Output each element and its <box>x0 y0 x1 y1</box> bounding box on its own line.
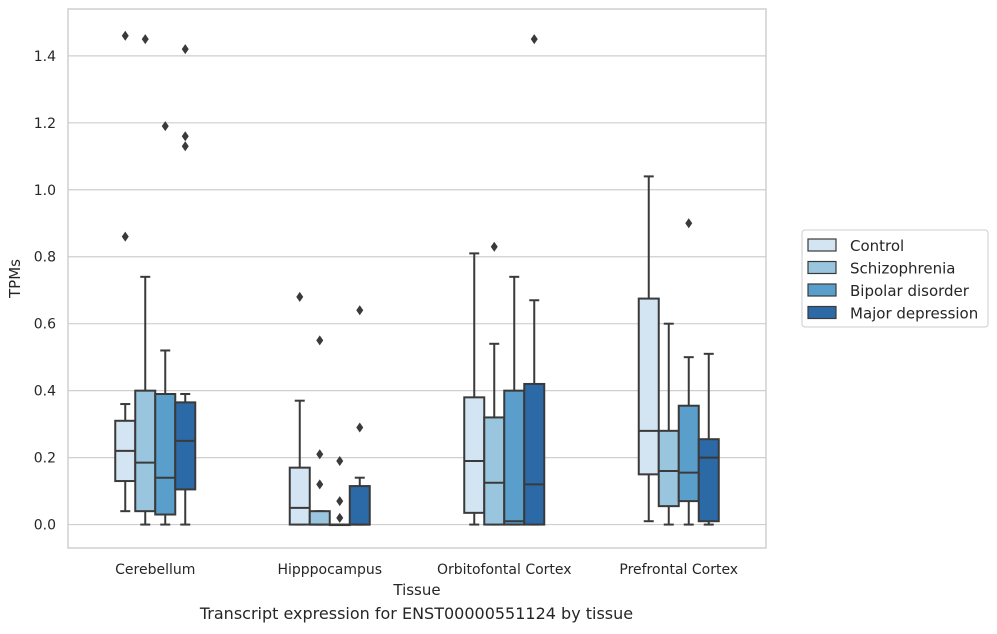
box-body <box>503 389 526 526</box>
box-0-1 <box>288 291 311 526</box>
legend-label: Control <box>850 237 904 255</box>
box-2-3 <box>677 218 700 526</box>
x-tick-label: Hipppocampus <box>277 562 382 578</box>
legend-swatch <box>807 260 837 275</box>
outlier-point <box>685 218 693 229</box>
box-body <box>677 404 700 503</box>
box-1-2 <box>483 241 506 526</box>
box-1-0 <box>134 34 157 526</box>
legend-box <box>801 229 989 328</box>
y-tick-label: 0.2 <box>34 451 56 467</box>
outlier-point <box>181 131 189 142</box>
box-body <box>174 401 197 491</box>
legend-swatch <box>807 283 837 297</box>
legend-swatch <box>807 305 837 320</box>
outlier-point <box>181 44 189 55</box>
legend-label: Schizophrenia <box>850 260 955 278</box>
outlier-point <box>356 422 364 433</box>
outlier-point <box>296 291 304 302</box>
box-0-0 <box>114 30 137 513</box>
y-tick-label: 0.0 <box>34 518 56 534</box>
box-3-2 <box>523 34 546 526</box>
outlier-point <box>490 241 498 252</box>
outlier-point <box>121 231 129 242</box>
x-tick-labels: Cerebellum Hipppocampus Orbitofontal Corte… <box>115 562 738 578</box>
y-axis-label: TPMs <box>6 259 24 299</box>
outlier-point <box>336 455 344 466</box>
box-body <box>463 396 486 514</box>
outlier-point <box>336 512 344 523</box>
x-tick-label: Orbitofontal Cortex <box>437 562 572 578</box>
outlier-point <box>336 496 344 507</box>
y-tick-label: 1.2 <box>34 116 56 132</box>
box-0-3 <box>637 175 660 523</box>
figure-caption: Transcript expression for ENST0000055112… <box>199 604 634 623</box>
box-1-3 <box>657 322 680 526</box>
y-tick-label: 0.8 <box>34 250 56 266</box>
box-plots <box>114 30 720 527</box>
box-2-0 <box>154 121 177 526</box>
outlier-point <box>121 30 129 41</box>
legend-label: Bipolar disorder <box>850 282 970 300</box>
outlier-point <box>356 305 364 316</box>
box-3-3 <box>697 352 720 526</box>
box-body <box>523 382 546 526</box>
outlier-point <box>161 121 169 132</box>
box-0-2 <box>463 252 486 526</box>
outlier-point <box>530 34 538 45</box>
legend-swatch <box>807 238 837 252</box>
legend: Control Schizophrenia Bipolar disorder Majo… <box>801 229 989 328</box>
box-body <box>697 438 720 523</box>
x-tick-label: Cerebellum <box>115 562 195 578</box>
box-2-2 <box>503 275 526 526</box>
outlier-point <box>141 34 149 45</box>
box-2-1 <box>328 455 351 527</box>
y-tick-label: 1.0 <box>34 183 56 199</box>
box-body <box>154 393 177 516</box>
box-body <box>134 389 157 513</box>
y-tick-label: 0.6 <box>34 317 56 333</box>
outlier-point <box>181 141 189 152</box>
box-body <box>637 297 660 476</box>
box-body <box>288 466 311 526</box>
x-axis-label: Tissue <box>392 581 440 599</box>
plot-border <box>67 8 767 549</box>
x-tick-label: Prefrontal Cortex <box>619 562 738 578</box>
y-tick-label: 0.4 <box>34 384 56 400</box>
outlier-point <box>316 449 324 460</box>
box-body <box>308 510 331 526</box>
outlier-point <box>316 479 324 490</box>
y-tick-label: 1.4 <box>34 49 56 65</box>
legend-label: Major depression <box>850 305 978 323</box>
y-tick-labels: 0.0 0.2 0.4 0.6 0.8 1.0 1.2 1.4 <box>34 49 56 534</box>
box-3-0 <box>174 44 197 526</box>
plot-frame <box>67 8 767 549</box>
box-body <box>483 416 506 526</box>
box-body <box>348 485 371 526</box>
box-body <box>657 429 680 508</box>
outlier-point <box>316 335 324 346</box>
box-3-1 <box>348 305 371 526</box>
box-1-1 <box>308 335 331 526</box>
